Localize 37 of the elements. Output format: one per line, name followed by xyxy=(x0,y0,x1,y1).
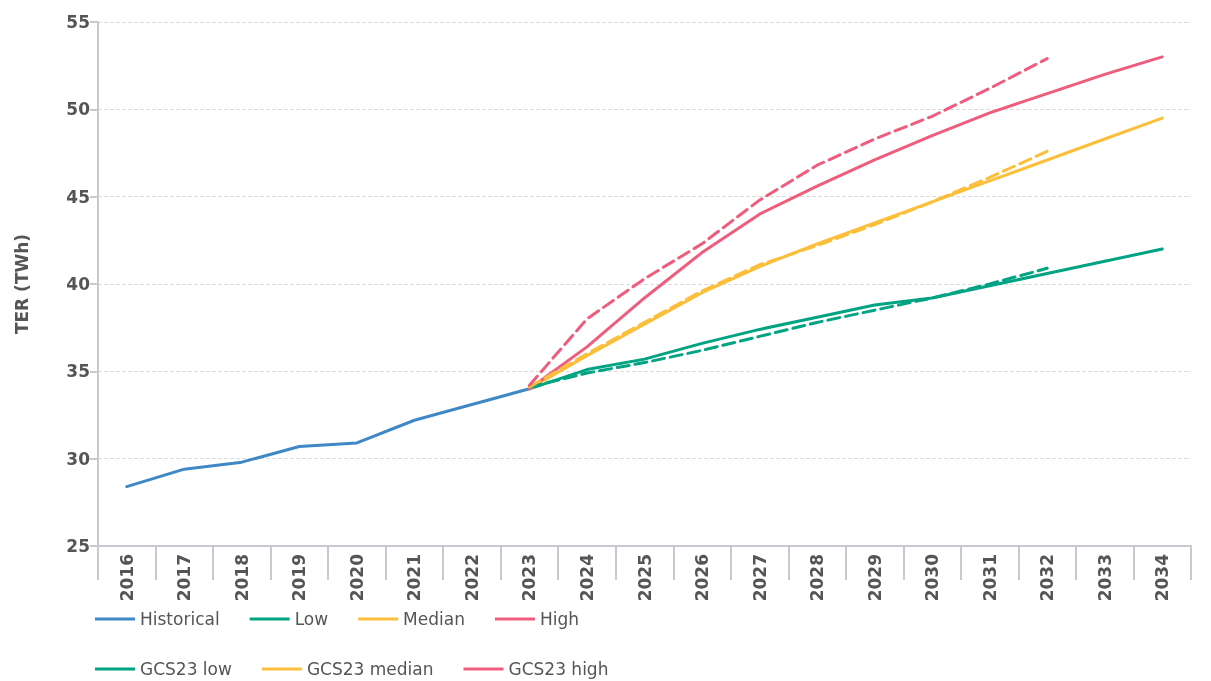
x-tick-label: 2022 xyxy=(461,554,482,602)
x-tick-label: 2033 xyxy=(1094,554,1115,602)
legend-label: Low xyxy=(294,609,329,629)
x-tick-label: 2032 xyxy=(1037,554,1058,602)
x-tick-label: 2023 xyxy=(519,554,540,602)
x-tick-label: 2028 xyxy=(807,554,828,602)
y-tick-label: 40 xyxy=(66,274,91,294)
legend-label: Historical xyxy=(140,609,220,629)
y-tick-label: 35 xyxy=(66,361,90,382)
x-tick-label: 2020 xyxy=(346,553,367,602)
legend-label: Median xyxy=(403,609,465,629)
x-tick-label: 2021 xyxy=(404,554,425,602)
x-tick-label: 2029 xyxy=(864,554,885,602)
y-tick-label: 25 xyxy=(66,536,90,556)
legend-label: GCS23 median xyxy=(306,659,434,679)
x-tick-label: 2018 xyxy=(231,554,252,602)
y-tick-label: 45 xyxy=(66,186,90,207)
x-tick-label: 2025 xyxy=(634,554,655,602)
y-tick-label: 50 xyxy=(66,99,91,120)
line-series xyxy=(527,57,1049,387)
y-tick-label: 30 xyxy=(66,448,91,469)
legend-label: High xyxy=(539,609,580,629)
legend-label: GCS23 low xyxy=(140,659,232,679)
x-tick-label: 2031 xyxy=(979,554,1000,602)
x-tick-label: 2030 xyxy=(922,553,943,602)
line-series xyxy=(125,387,531,489)
legend-label: GCS23 high xyxy=(508,659,609,679)
y-axis-title: TER (TWh) xyxy=(11,233,32,335)
x-tick-label: 2017 xyxy=(174,554,195,602)
x-tick-label: 2026 xyxy=(692,554,713,602)
y-tick-label: 55 xyxy=(66,12,90,32)
x-tick-label: 2024 xyxy=(576,553,597,602)
x-tick-label: 2019 xyxy=(289,554,310,602)
x-tick-label: 2016 xyxy=(116,554,137,602)
x-tick-label: 2027 xyxy=(749,554,770,602)
line-series xyxy=(527,55,1164,391)
x-tick-label: 2034 xyxy=(1152,553,1173,602)
